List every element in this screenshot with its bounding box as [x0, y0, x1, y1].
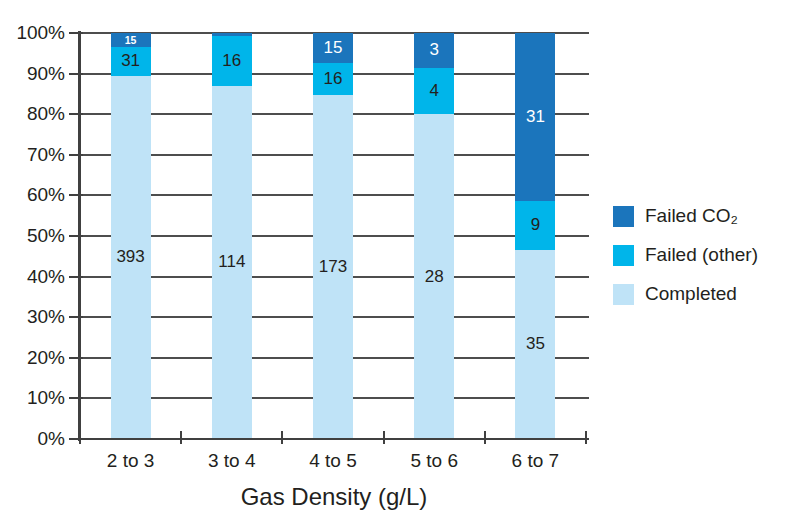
- y-axis-tick-label: 30%: [0, 307, 65, 327]
- bar-segment-label: 15: [324, 38, 343, 58]
- bar-segment-label: 28: [425, 267, 444, 287]
- legend-swatch: [613, 284, 634, 305]
- bar-segment-label: 4: [429, 81, 438, 101]
- bar-segment-label: 9: [531, 215, 540, 235]
- bar-segment: 31: [111, 47, 151, 76]
- y-axis-tick-label: 70%: [0, 145, 65, 165]
- bar-segment: 173: [313, 95, 353, 439]
- x-axis-tick: [180, 431, 182, 444]
- bar-segment: 28: [414, 114, 454, 439]
- y-axis-tick-label: 0%: [0, 429, 65, 449]
- y-axis-tick: [69, 316, 83, 318]
- bar-segment: 15: [313, 33, 353, 63]
- x-axis-label: 4 to 5: [282, 450, 383, 472]
- x-axis-tick: [383, 431, 385, 444]
- legend-label: Failed CO₂: [645, 205, 738, 227]
- y-axis-tick: [69, 276, 83, 278]
- x-axis-tick: [281, 431, 283, 444]
- bar-segment-label: 173: [319, 257, 347, 277]
- bar-segment-label: 16: [324, 69, 343, 89]
- bar-segment-label: 31: [526, 107, 545, 127]
- y-axis-tick-label: 20%: [0, 348, 65, 368]
- x-axis-label: 2 to 3: [80, 450, 181, 472]
- y-axis-tick-label: 100%: [0, 23, 65, 43]
- bar-segment: 3: [414, 33, 454, 68]
- bar-segment: 31: [515, 33, 555, 201]
- stacked-bar-chart: 0% 10% 20% 30% 40% 50% 60% 70% 80% 90% 100% 393 31 15…: [0, 0, 800, 530]
- y-axis-tick: [69, 397, 83, 399]
- x-axis-label: 5 to 6: [384, 450, 485, 472]
- x-axis-label: 3 to 4: [181, 450, 282, 472]
- legend-label: Failed (other): [645, 244, 758, 266]
- x-axis-title: Gas Density (g/L): [81, 483, 587, 511]
- bar-segment: 9: [515, 201, 555, 250]
- bar-segment-label: 35: [526, 334, 545, 354]
- y-axis-tick-label: 90%: [0, 64, 65, 84]
- bar-segment-label: 3: [429, 40, 438, 60]
- legend-item: Failed (other): [613, 244, 758, 266]
- bar-segment-label: 393: [116, 247, 144, 267]
- y-axis-tick: [69, 113, 83, 115]
- bar-segment-label: 15: [125, 34, 137, 46]
- y-axis-tick-label: 10%: [0, 388, 65, 408]
- legend-item: Completed: [613, 283, 758, 305]
- y-axis-tick: [69, 194, 83, 196]
- legend-label: Completed: [645, 283, 737, 305]
- y-axis-tick: [69, 235, 83, 237]
- y-axis-tick: [69, 357, 83, 359]
- y-axis-tick-label: 80%: [0, 104, 65, 124]
- x-axis-line: [78, 438, 589, 441]
- x-axis-tick: [484, 431, 486, 444]
- bar-segment: 16: [212, 36, 252, 86]
- y-axis-tick: [69, 73, 83, 75]
- legend-swatch: [613, 206, 634, 227]
- y-axis-tick: [69, 154, 83, 156]
- bar-segment: 15: [111, 33, 151, 47]
- y-axis-line: [78, 31, 81, 441]
- bar-segment-label: 114: [218, 252, 245, 272]
- y-axis-tick-label: 40%: [0, 267, 65, 287]
- bar-segment: [212, 33, 252, 36]
- y-axis-tick-label: 60%: [0, 185, 65, 205]
- y-axis-tick-label: 50%: [0, 226, 65, 246]
- x-axis-label: 6 to 7: [485, 450, 586, 472]
- x-axis-tick: [79, 431, 81, 444]
- bar-segment: 4: [414, 68, 454, 114]
- y-axis-tick: [69, 32, 83, 34]
- legend: Failed CO₂ Failed (other) Completed: [613, 205, 758, 322]
- legend-swatch: [613, 245, 634, 266]
- bar-segment-label: 31: [121, 51, 140, 71]
- bar-segment: 16: [313, 63, 353, 95]
- bar-segment: 393: [111, 76, 151, 439]
- bar-segment: 35: [515, 250, 555, 439]
- legend-item: Failed CO₂: [613, 205, 758, 227]
- x-axis-tick: [585, 431, 587, 444]
- bar-segment: 114: [212, 86, 252, 439]
- bar-segment-label: 16: [222, 51, 241, 71]
